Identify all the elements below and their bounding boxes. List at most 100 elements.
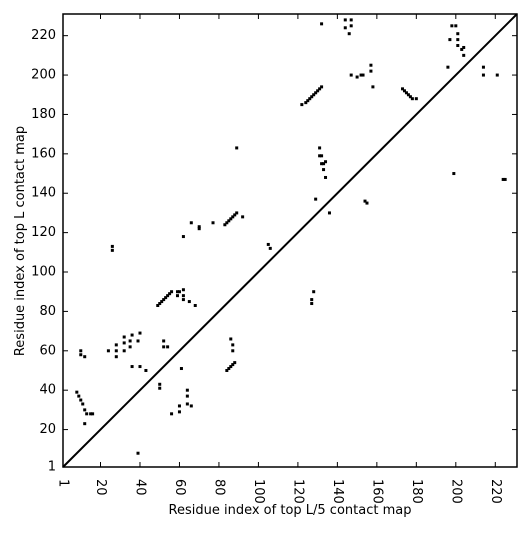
contact-point [310,95,314,99]
contact-point [175,294,179,298]
contact-point [231,215,235,219]
y-tick-label: 160 [31,146,56,161]
contact-point [164,296,168,300]
contact-point [233,361,237,365]
contact-point [106,349,110,353]
contact-point [187,300,191,304]
contact-point [347,32,351,36]
contact-point [343,26,347,30]
contact-point [349,73,353,77]
contact-point [361,73,365,77]
contact-point [223,223,227,227]
contact-point [122,349,126,353]
contact-point [138,331,142,335]
contact-point [327,211,331,215]
contact-point [371,85,375,89]
contact-point [320,22,324,26]
contact-point [355,75,359,79]
contact-point [456,44,460,48]
contact-point [235,146,239,150]
contact-point [318,146,322,150]
y-tick-label: 200 [31,68,56,83]
x-tick-label: 200 [448,479,463,504]
contact-point [158,302,162,306]
contact-point [77,394,81,398]
contact-point [160,300,164,304]
contact-point [241,215,245,219]
contact-point [170,290,174,294]
x-tick-label: 180 [409,479,424,504]
contact-point [318,87,322,91]
contact-point [229,217,233,221]
x-tick-label: 100 [251,479,266,504]
contact-point [136,339,140,343]
contact-point [177,404,181,408]
contact-point [166,345,170,349]
contact-point [110,244,114,248]
contact-point [316,89,320,93]
contact-point [138,365,142,369]
contact-point [110,248,114,252]
contact-point [369,63,373,67]
contact-point [162,339,166,343]
contact-point [402,89,406,93]
contact-point [308,97,312,101]
contact-point [322,162,326,166]
contact-point [229,337,233,341]
contact-point [177,290,181,294]
x-axis-label: Residue index of top L/5 contact map [169,503,412,518]
contact-point [320,154,324,158]
contact-point [446,65,450,69]
y-tick-label: 140 [31,186,56,201]
contact-point [114,355,118,359]
contact-point [158,382,162,386]
contact-point [168,292,172,296]
contact-point [185,394,189,398]
contact-point [304,101,308,105]
y-tick-label: 20 [39,422,56,437]
contact-point [314,197,318,201]
x-tick-label: 160 [369,479,384,504]
contact-point [322,168,326,172]
contact-point [456,32,460,36]
contact-point [320,85,324,89]
contact-point [130,333,134,337]
contact-point [91,412,95,416]
x-tick-label: 80 [211,479,226,496]
contact-point [363,199,367,203]
contact-point [122,341,126,345]
contact-point [448,38,452,42]
contact-point [300,103,304,107]
plot-frame [62,13,518,468]
contact-point [122,335,126,339]
contact-point [310,302,314,306]
contact-point [136,451,140,455]
contact-point [156,303,160,307]
contact-point [312,93,316,97]
contact-point [175,290,179,294]
y-tick-label: 60 [39,343,56,358]
contact-point [89,412,93,416]
contact-point [114,343,118,347]
contact-point [481,73,485,77]
contact-point [227,219,231,223]
contact-point [365,201,369,205]
y-tick-label: 220 [31,28,56,43]
contact-point [181,298,185,302]
y-tick-label: 1 [48,460,56,475]
contact-point [231,343,235,347]
diagonal-line [62,13,518,468]
contact-point [349,24,353,28]
contact-point [128,345,132,349]
contact-point [130,365,134,369]
contact-point [231,363,235,367]
contact-point [177,410,181,414]
contact-point [401,87,405,91]
x-tick-label: 1 [56,479,71,487]
contact-point [501,177,505,181]
contact-point [462,45,466,49]
contact-point [197,225,201,229]
contact-point [235,211,239,215]
contact-point [450,24,454,28]
contact-point [404,91,408,95]
